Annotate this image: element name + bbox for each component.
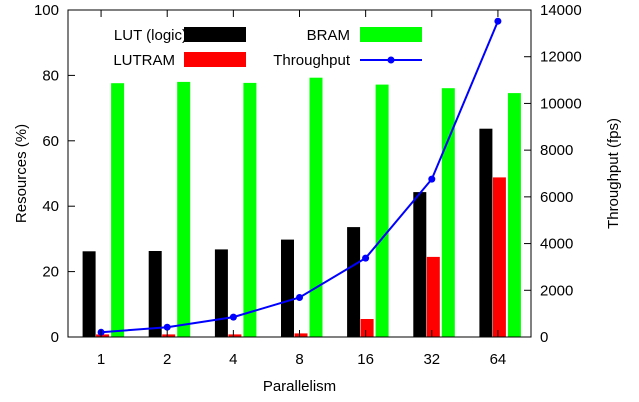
y-tick-label: 0 <box>51 329 59 346</box>
x-tick-label: 32 <box>423 351 440 368</box>
bar-bram-32 <box>441 88 455 337</box>
y-tick-label: 80 <box>42 67 59 84</box>
throughput-point-16 <box>362 254 370 262</box>
legend-swatch-bram <box>360 27 422 42</box>
throughput-point-8 <box>296 294 303 301</box>
bar-bram-1 <box>111 83 125 337</box>
throughput-point-2 <box>163 323 171 331</box>
bar-lut-logic-16 <box>347 227 361 337</box>
bar-lut-logic-64 <box>479 128 493 337</box>
bar-bram-2 <box>177 81 191 338</box>
legend: LUT (logic) LUTRAM BRAM Throughput <box>113 27 422 69</box>
y2-tick-label: 6000 <box>540 189 573 206</box>
legend-marker-throughput <box>387 56 395 64</box>
bar-bram-8 <box>309 77 323 337</box>
bar-lutram-4 <box>228 334 242 337</box>
x-tick-label: 2 <box>163 351 171 368</box>
bar-lutram-64 <box>492 177 506 337</box>
y-tick-label: 20 <box>42 264 59 281</box>
y2-tick-label: 12000 <box>540 49 582 66</box>
bar-lutram-2 <box>162 334 176 337</box>
bar-bram-16 <box>375 84 389 337</box>
axes-layer: 0 20 40 60 80 100 0 2000 4000 6000 8000 10000 12000 1… <box>34 2 582 368</box>
legend-label-bram: BRAM <box>307 27 350 44</box>
y2-tick-label: 0 <box>540 329 548 346</box>
legend-label-throughput: Throughput <box>273 52 351 69</box>
y-tick-label: 60 <box>42 133 59 150</box>
x-tick-label: 1 <box>97 351 105 368</box>
bar-lutram-1 <box>96 334 110 337</box>
y-tick-label: 40 <box>42 198 59 215</box>
bar-lut-logic-32 <box>413 192 427 337</box>
legend-label-lut-logic: LUT (logic) <box>114 27 187 44</box>
bar-lut-logic-2 <box>148 251 162 337</box>
y-tick-label: 100 <box>34 2 59 19</box>
y2-tick-label: 14000 <box>540 2 582 19</box>
throughput-point-4 <box>229 313 237 321</box>
y-axis-title: Resources (%) <box>13 124 30 223</box>
legend-swatch-lutram <box>184 52 246 67</box>
legend-label-lutram: LUTRAM <box>113 52 175 69</box>
y2-axis-title: Throughput (fps) <box>605 118 622 229</box>
bars-layer <box>82 77 521 338</box>
x-tick-label: 4 <box>229 351 237 368</box>
bar-lut-logic-1 <box>82 251 96 337</box>
y2-tick-label: 4000 <box>540 236 573 253</box>
x-axis-title: Parallelism <box>263 378 336 395</box>
x-tick-label: 16 <box>357 351 374 368</box>
bar-lut-logic-4 <box>214 249 228 337</box>
throughput-point-32 <box>428 175 436 183</box>
y2-tick-label: 8000 <box>540 142 573 159</box>
x-tick-label: 64 <box>490 351 507 368</box>
throughput-point-64 <box>494 17 502 25</box>
bar-lutram-16 <box>360 319 374 337</box>
throughput-line-layer <box>97 17 502 336</box>
y2-tick-label: 2000 <box>540 282 573 299</box>
legend-swatch-lut-logic <box>184 27 246 42</box>
bar-bram-64 <box>507 93 521 337</box>
bar-lut-logic-8 <box>281 239 294 337</box>
bar-lutram-32 <box>426 256 440 337</box>
x-tick-label: 8 <box>295 351 303 368</box>
y2-tick-label: 10000 <box>540 95 582 112</box>
bar-bram-4 <box>243 82 257 338</box>
bar-lutram-8 <box>294 333 308 337</box>
